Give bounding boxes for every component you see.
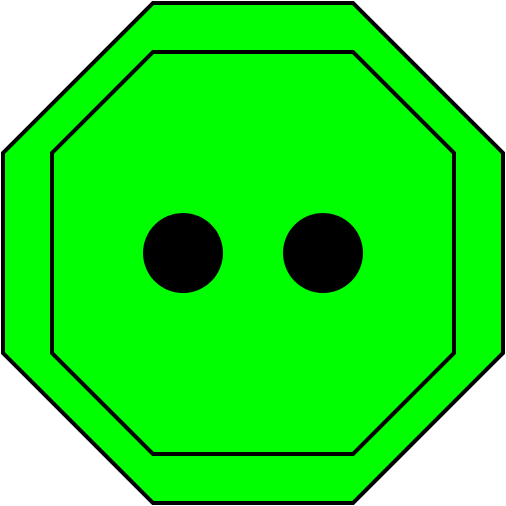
right-button-hole	[283, 213, 363, 293]
left-button-hole	[143, 213, 223, 293]
inner-octagon-rim	[50, 50, 456, 456]
